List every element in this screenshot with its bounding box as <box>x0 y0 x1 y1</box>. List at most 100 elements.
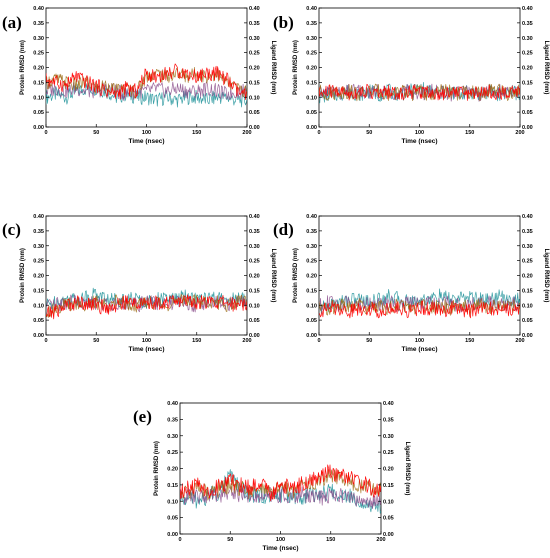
y-tick-label-right: 0.05 <box>522 110 533 116</box>
y-tick-label: 0.15 <box>33 80 44 86</box>
x-tick-label: 100 <box>415 130 424 136</box>
y-tick-label: 0.35 <box>167 417 178 423</box>
plot-frame <box>45 215 248 336</box>
y-tick-label-right: 0.15 <box>522 288 533 294</box>
x-axis-label: Time (nsec) <box>262 545 298 552</box>
y-tick-label-right: 0.15 <box>522 80 533 86</box>
y-tick-label-right: 0.10 <box>522 303 533 309</box>
x-tick-label: 100 <box>415 338 424 344</box>
y-axis-label-left: Protein RMSD (nm) <box>293 248 299 303</box>
y-tick-label: 0.00 <box>306 333 317 339</box>
panel-label: (e) <box>133 407 152 426</box>
y-tick-label: 0.25 <box>167 450 178 456</box>
y-axis-label-left: Protein RMSD (nm) <box>20 248 26 303</box>
y-tick-label-right: 0.05 <box>383 516 394 522</box>
x-tick-label: 0 <box>178 537 181 543</box>
y-tick-label-right: 0.00 <box>522 125 533 131</box>
y-tick-label: 0.15 <box>306 288 317 294</box>
y-tick-label: 0.20 <box>306 66 317 72</box>
chart-panel-1: (b) 0.00 0.00 0.05 0.05 0.10 0.10 0.15 0.15 0.20 0… <box>273 6 549 145</box>
x-axis-label: Time (nsec) <box>401 138 437 145</box>
y-tick-label-right: 0.15 <box>249 288 260 294</box>
series-line-3 <box>46 294 247 320</box>
y-axis-label-right: Ligand RMSD (nm) <box>270 41 276 95</box>
y-tick-label: 0.15 <box>33 288 44 294</box>
chart-panel-2: (c) 0.00 0.00 0.05 0.05 0.10 0.10 0.15 0.15 0.20 0… <box>2 214 276 353</box>
x-tick-label: 200 <box>376 537 385 543</box>
y-tick-label: 0.25 <box>306 259 317 265</box>
y-tick-label-right: 0.10 <box>522 95 533 101</box>
y-tick-label: 0.30 <box>33 244 44 250</box>
y-axis-label-left: Protein RMSD (nm) <box>154 441 160 496</box>
y-tick-label: 0.15 <box>167 483 178 489</box>
plot-frame <box>318 215 521 336</box>
x-tick-label: 100 <box>142 338 151 344</box>
plot-frame <box>318 7 521 128</box>
chart-panel-4: (e) 0.00 0.00 0.05 0.05 0.10 0.10 0.15 0.15 0.20 0… <box>133 401 410 552</box>
series-line-3 <box>319 300 520 319</box>
panel-label: (c) <box>2 220 21 239</box>
y-tick-label: 0.10 <box>33 303 44 309</box>
series-line-3 <box>180 464 381 502</box>
x-tick-label: 150 <box>465 130 474 136</box>
y-tick-label: 0.40 <box>306 214 317 220</box>
series-group <box>319 288 520 319</box>
y-tick-label: 0.00 <box>33 333 44 339</box>
y-tick-label-right: 0.20 <box>249 66 260 72</box>
y-tick-label: 0.15 <box>306 80 317 86</box>
y-tick-label-right: 0.35 <box>383 417 394 423</box>
x-tick-label: 100 <box>142 130 151 136</box>
y-tick-label: 0.10 <box>33 95 44 101</box>
y-tick-label-right: 0.20 <box>249 274 260 280</box>
y-tick-label-right: 0.00 <box>522 333 533 339</box>
y-tick-label: 0.40 <box>33 6 44 12</box>
x-tick-label: 50 <box>93 130 99 136</box>
x-tick-label: 50 <box>93 338 99 344</box>
series-line-1 <box>46 294 247 313</box>
chart-panel-0: (a) 0.00 0.00 0.05 0.05 0.10 0.10 0.15 0.15 0.20 0… <box>2 6 276 145</box>
series-group <box>46 287 247 320</box>
y-tick-label: 0.40 <box>33 214 44 220</box>
y-tick-label-right: 0.00 <box>383 532 394 538</box>
y-tick-label: 0.35 <box>306 21 317 27</box>
x-tick-label: 200 <box>242 130 251 136</box>
y-tick-label: 0.25 <box>33 259 44 265</box>
series-group <box>319 82 520 104</box>
x-axis-label: Time (nsec) <box>401 346 437 353</box>
x-tick-label: 0 <box>317 338 320 344</box>
y-tick-label: 0.20 <box>167 467 178 473</box>
series-group <box>180 464 381 514</box>
series-line-3 <box>46 63 247 100</box>
y-tick-label: 0.05 <box>167 516 178 522</box>
y-axis-label-right: Ligand RMSD (nm) <box>543 41 549 95</box>
y-tick-label-right: 0.25 <box>522 259 533 265</box>
y-tick-label: 0.00 <box>306 125 317 131</box>
y-tick-label: 0.35 <box>33 21 44 27</box>
x-tick-label: 50 <box>227 537 233 543</box>
plot-frame <box>179 402 382 535</box>
x-axis-label: Time (nsec) <box>128 346 164 353</box>
y-tick-label: 0.25 <box>33 51 44 57</box>
y-tick-label: 0.00 <box>167 532 178 538</box>
x-tick-label: 0 <box>44 130 47 136</box>
y-tick-label-right: 0.05 <box>522 318 533 324</box>
y-tick-label-right: 0.30 <box>522 36 533 42</box>
y-tick-label-right: 0.20 <box>383 467 394 473</box>
y-tick-label: 0.05 <box>306 110 317 116</box>
y-tick-label-right: 0.25 <box>249 51 260 57</box>
x-tick-label: 50 <box>366 338 372 344</box>
y-tick-label: 0.40 <box>306 6 317 12</box>
x-tick-label: 100 <box>276 537 285 543</box>
y-tick-label: 0.30 <box>33 36 44 42</box>
y-tick-label: 0.10 <box>167 499 178 505</box>
y-tick-label: 0.35 <box>33 229 44 235</box>
y-tick-label: 0.30 <box>306 36 317 42</box>
x-tick-label: 150 <box>326 537 335 543</box>
y-tick-label-right: 0.10 <box>383 499 394 505</box>
panel-label: (a) <box>2 13 22 32</box>
y-tick-label-right: 0.10 <box>249 95 260 101</box>
x-tick-label: 0 <box>317 130 320 136</box>
y-tick-label: 0.35 <box>306 229 317 235</box>
y-tick-label-right: 0.35 <box>522 229 533 235</box>
